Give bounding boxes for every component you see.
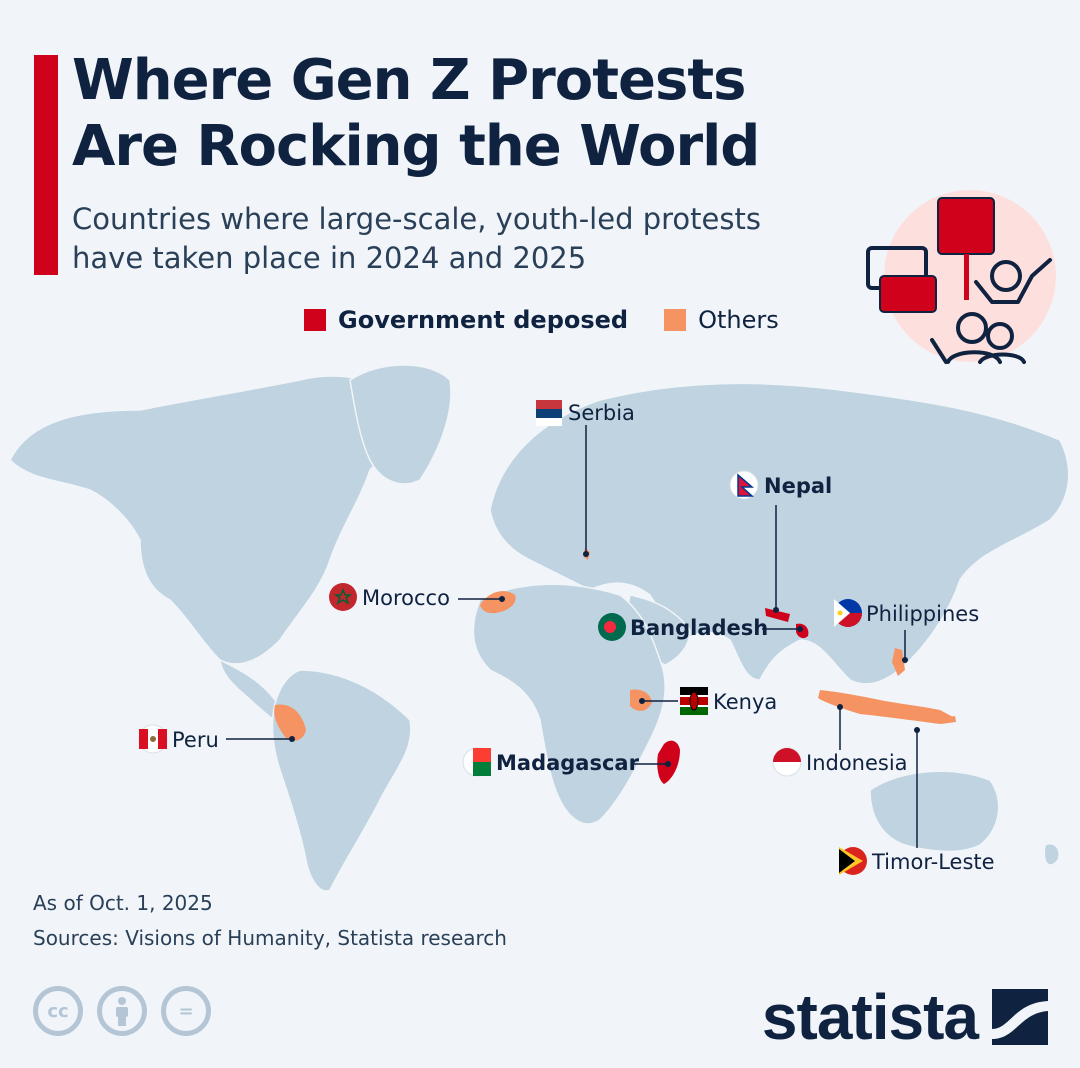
brand-name: statista — [761, 981, 979, 1053]
landmass-africa — [472, 583, 666, 825]
legend-swatch-deposed — [304, 309, 326, 331]
legend-item-deposed: Government deposed — [304, 306, 628, 334]
statista-logo-icon — [992, 989, 1048, 1045]
legend-label-others: Others — [698, 306, 779, 334]
label-peru: Peru — [172, 728, 219, 752]
statista-brand: statista — [762, 980, 1048, 1054]
philippines-flag — [834, 599, 862, 627]
country-morocco-shape — [480, 591, 516, 614]
protest-illustration-icon — [866, 190, 1056, 364]
nepal-flag — [729, 470, 759, 500]
license-icons: cc = — [33, 986, 225, 1036]
peru-flag — [138, 724, 168, 754]
timor-leste-flag — [839, 847, 867, 875]
landmass-north-america — [9, 375, 404, 665]
no-derivatives-icon: = — [161, 986, 211, 1036]
label-madagascar: Madagascar — [496, 751, 639, 775]
country-nepal-shape — [765, 608, 790, 622]
label-kenya: Kenya — [713, 690, 778, 714]
label-serbia: Serbia — [568, 401, 635, 425]
label-philippines: Philippines — [866, 602, 980, 626]
landmass-australia — [869, 770, 1000, 853]
leader-lines — [226, 425, 918, 848]
madagascar-flag — [462, 747, 492, 777]
attribution-icon — [97, 986, 147, 1036]
sources-note: Sources: Visions of Humanity, Statista r… — [33, 926, 507, 950]
title-accent-bar — [34, 55, 58, 275]
label-nepal: Nepal — [764, 474, 833, 498]
serbia-flag — [536, 400, 562, 426]
landmass-south-america — [271, 669, 412, 892]
highlighted-countries — [274, 548, 956, 784]
legend-swatch-others — [664, 309, 687, 331]
legend: Government deposed Others — [304, 306, 815, 334]
date-note: As of Oct. 1, 2025 — [33, 891, 213, 915]
leader-dots — [289, 551, 920, 767]
label-timor-leste: Timor-Leste — [872, 850, 995, 874]
cc-icon: cc — [33, 986, 83, 1036]
country-indonesia-shape — [818, 690, 955, 724]
legend-item-others: Others — [664, 306, 779, 334]
legend-label-deposed: Government deposed — [338, 306, 629, 334]
country-peru-shape — [274, 704, 306, 741]
landmass-greenland — [349, 364, 452, 485]
landmass-new-zealand — [1043, 843, 1060, 866]
label-bangladesh: Bangladesh — [630, 616, 769, 640]
label-indonesia: Indonesia — [806, 751, 908, 775]
morocco-flag — [329, 583, 357, 611]
country-philippines-shape — [892, 648, 905, 676]
bangladesh-flag — [598, 613, 626, 641]
world-map — [9, 364, 1070, 892]
page-title: Where Gen Z Protests Are Rocking the Wor… — [72, 48, 760, 179]
page-subtitle: Countries where large-scale, youth-led p… — [72, 202, 761, 275]
label-morocco: Morocco — [362, 586, 450, 610]
kenya-flag — [680, 687, 708, 715]
country-timor-leste-shape — [940, 716, 956, 724]
indonesia-flag — [772, 747, 802, 777]
